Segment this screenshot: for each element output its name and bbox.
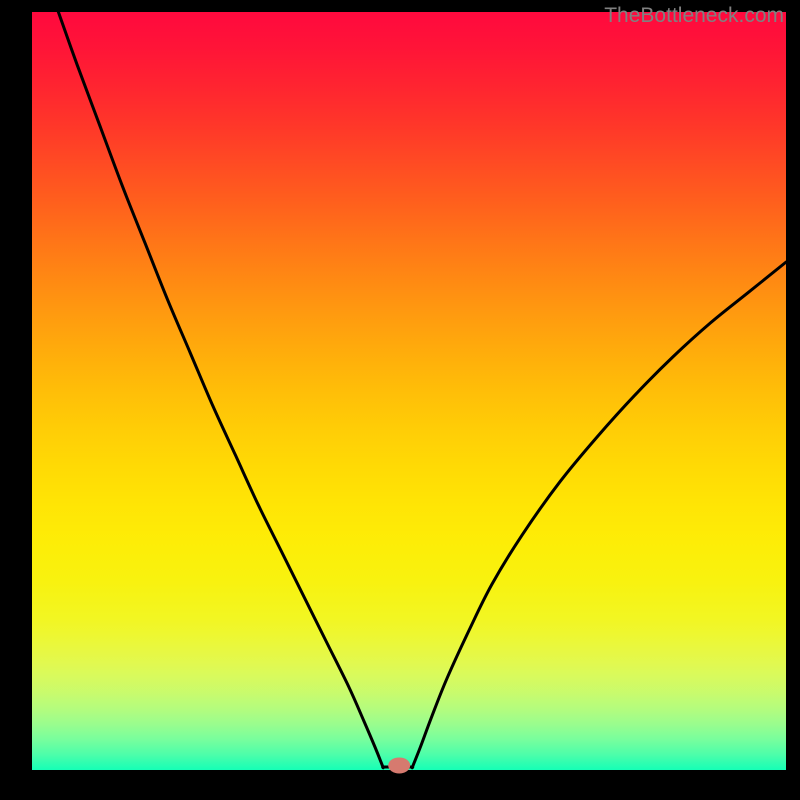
- minimum-marker: [388, 757, 410, 773]
- chart-svg: [0, 0, 800, 800]
- watermark-text: TheBottleneck.com: [604, 4, 784, 28]
- plot-gradient: [32, 12, 786, 770]
- chart-root: TheBottleneck.com: [0, 0, 800, 800]
